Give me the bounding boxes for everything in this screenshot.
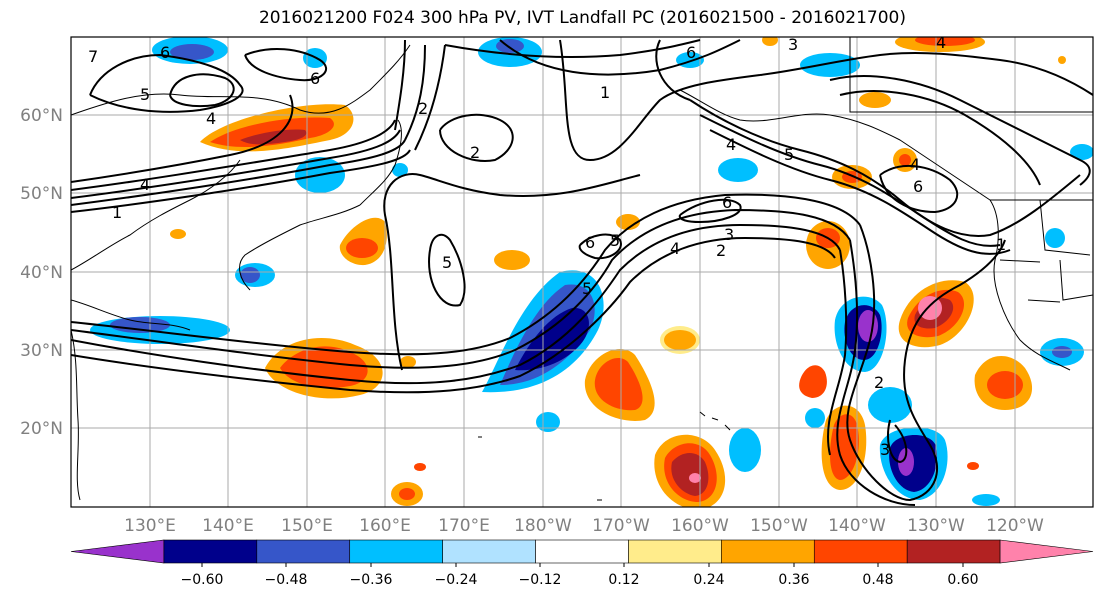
map-frame — [70, 36, 1094, 508]
colorbar-segment — [906, 539, 1001, 564]
lon-label: 140°W — [828, 516, 886, 536]
colorbar-tick-label: 0.60 — [947, 572, 978, 588]
latitude-labels: 60°N 50°N 40°N 30°N 20°N — [20, 106, 63, 439]
lat-label: 60°N — [20, 106, 63, 126]
colorbar-tick-label: 0.36 — [778, 572, 809, 588]
contour-label: 4 — [140, 175, 150, 194]
contour-label: 5 — [582, 279, 592, 298]
lon-label: 180°W — [514, 516, 572, 536]
lon-label: 130°E — [124, 516, 176, 536]
contour-label: 4 — [726, 135, 736, 154]
positive-anomaly-regions — [170, 37, 1066, 507]
contour-label: 4 — [206, 109, 216, 128]
contour-label: 5 — [610, 231, 620, 250]
colorbar-segment — [721, 539, 815, 564]
contour-label: 3 — [724, 225, 734, 244]
colorbar-tick-labels: −0.60 −0.48 −0.36 −0.24 −0.12 0.12 0.24 … — [181, 572, 979, 588]
contour-label: 1 — [112, 203, 122, 222]
colorbar-tick-label: −0.24 — [435, 572, 478, 588]
map-title: 2016021200 F024 300 hPa PV, IVT Landfall… — [258, 8, 906, 28]
contour-label: 4 — [936, 33, 946, 52]
colorbar-tick-label: 0.48 — [862, 572, 893, 588]
colorbar: −0.60 −0.48 −0.36 −0.24 −0.12 0.12 0.24 … — [70, 539, 1094, 588]
contour-label: 5 — [784, 145, 794, 164]
colorbar-tick-label: −0.60 — [181, 572, 224, 588]
contour-label: 6 — [722, 193, 732, 212]
contour-label: 2 — [470, 143, 480, 162]
contour-label: 4 — [670, 239, 680, 258]
lon-label: 140°E — [202, 516, 254, 536]
colorbar-segment — [442, 539, 536, 564]
lon-label: 120°W — [986, 516, 1044, 536]
colorbar-tick-label: 0.24 — [693, 572, 724, 588]
colorbar-segment — [628, 539, 722, 564]
lat-label: 40°N — [20, 263, 63, 283]
colorbar-ticks — [201, 563, 964, 567]
pv-contours — [71, 39, 1093, 506]
lon-label: 170°E — [438, 516, 490, 536]
contour-label: 5 — [140, 85, 150, 104]
colorbar-segment — [999, 539, 1094, 564]
lat-label: 30°N — [20, 341, 63, 361]
contour-label: 1 — [996, 235, 1006, 254]
colorbar-segment — [70, 539, 165, 564]
contour-label: 2 — [716, 241, 726, 260]
contour-label: 6 — [310, 69, 320, 88]
contour-label: 4 — [910, 155, 920, 174]
lon-label: 170°W — [592, 516, 650, 536]
colorbar-tick-label: −0.48 — [265, 572, 308, 588]
colorbar-segment — [535, 539, 629, 564]
contour-labels: 7 6 6 6 3 4 4 5 1 2 2 4 5 6 4 1 4 6 5 5 … — [88, 33, 1006, 459]
lat-label: 50°N — [20, 184, 63, 204]
contour-label: 3 — [880, 440, 890, 459]
lon-label: 150°W — [750, 516, 808, 536]
colorbar-tick-label: 0.12 — [608, 572, 639, 588]
contour-label: 6 — [913, 177, 923, 196]
colorbar-segment — [256, 539, 351, 564]
lon-label: 150°E — [281, 516, 333, 536]
longitude-labels: 130°E 140°E 150°E 160°E 170°E 180°W 170°… — [124, 516, 1044, 536]
contour-label: 1 — [600, 83, 610, 102]
colorbar-segment — [349, 539, 443, 564]
lon-label: 160°W — [671, 516, 729, 536]
map-canvas — [71, 37, 1093, 507]
colorbar-segments — [70, 539, 1094, 564]
colorbar-tick-label: −0.36 — [350, 572, 393, 588]
contour-label: 5 — [442, 253, 452, 272]
contour-label: 3 — [788, 35, 798, 54]
contour-label: 7 — [88, 47, 98, 66]
lon-label: 130°W — [907, 516, 965, 536]
colorbar-segment — [813, 539, 908, 564]
contour-label: 2 — [418, 99, 428, 118]
contour-label: 2 — [874, 373, 884, 392]
coastlines — [71, 37, 1093, 501]
contour-label: 6 — [686, 43, 696, 62]
lat-label: 20°N — [20, 419, 63, 439]
colorbar-tick-label: −0.12 — [519, 572, 562, 588]
contour-label: 6 — [160, 43, 170, 62]
lon-label: 160°E — [359, 516, 411, 536]
contour-label: 6 — [585, 233, 595, 252]
colorbar-segment — [163, 539, 258, 564]
